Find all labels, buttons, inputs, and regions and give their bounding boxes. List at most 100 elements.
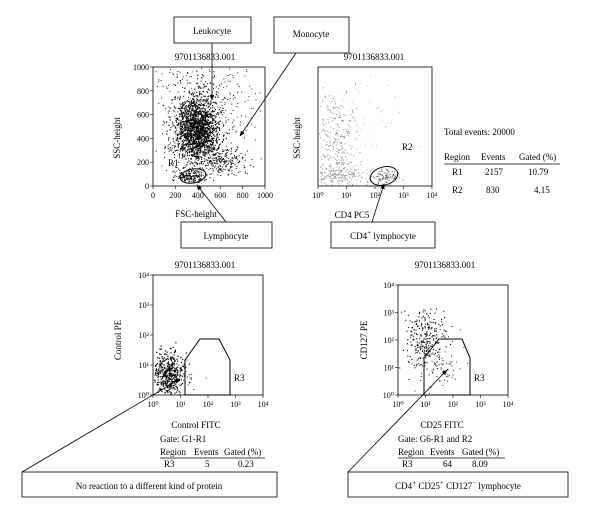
event-dot — [325, 123, 327, 125]
event-dot — [325, 148, 327, 150]
event-dot — [175, 386, 177, 388]
event-dot — [182, 143, 184, 145]
event-dot — [187, 179, 188, 181]
event-dot — [187, 139, 189, 142]
event-dot — [184, 167, 186, 169]
event-dot — [202, 99, 204, 101]
event-dot — [208, 109, 210, 110]
event-dot — [198, 138, 200, 140]
event-dot — [231, 170, 233, 172]
event-dot — [202, 107, 204, 109]
event-dot — [213, 127, 215, 129]
event-dot — [213, 129, 215, 131]
event-dot — [419, 320, 421, 322]
event-dot — [192, 163, 194, 165]
event-dot — [192, 118, 194, 120]
event-dot — [196, 105, 198, 107]
event-dot — [177, 125, 179, 127]
event-dot — [156, 373, 158, 375]
event-dot — [192, 126, 194, 128]
event-dot — [212, 115, 214, 117]
event-dot — [197, 138, 199, 141]
event-dot — [180, 368, 182, 370]
event-dot — [205, 81, 207, 83]
event-dot — [209, 114, 212, 116]
event-dot — [218, 168, 220, 170]
event-dot — [180, 127, 182, 129]
event-dot — [192, 149, 194, 151]
event-dot — [193, 120, 195, 122]
event-dot — [167, 386, 169, 388]
event-dot — [436, 308, 438, 310]
event-dot — [220, 165, 221, 167]
event-dot — [225, 121, 227, 123]
event-dot — [436, 341, 438, 343]
event-dot — [408, 361, 410, 363]
event-dot — [182, 102, 184, 104]
event-dot — [172, 363, 174, 365]
event-dot — [164, 366, 166, 368]
event-dot — [335, 170, 337, 172]
event-dot — [195, 145, 197, 147]
event-dot — [222, 138, 225, 140]
event-dot — [190, 175, 192, 177]
event-dot — [183, 130, 185, 132]
event-dot — [175, 166, 176, 168]
event-dot — [200, 128, 202, 130]
event-dot — [343, 159, 344, 161]
event-dot — [330, 164, 332, 166]
event-dot — [188, 125, 190, 127]
panel-a-ylabel: SSC-height — [112, 117, 122, 159]
event-dot — [217, 158, 219, 160]
event-dot — [173, 360, 176, 363]
event-dot — [203, 180, 205, 182]
event-dot — [354, 169, 356, 171]
event-dot — [217, 171, 219, 173]
event-dot — [337, 110, 338, 112]
event-dot — [166, 367, 168, 369]
event-dot — [181, 130, 183, 133]
event-dot — [181, 107, 183, 109]
panel-d-gate-label: R3 — [474, 373, 485, 383]
event-dot — [179, 392, 181, 394]
event-dot — [340, 157, 342, 159]
event-dot — [438, 342, 440, 344]
event-dot — [189, 139, 191, 141]
event-dot — [193, 172, 195, 174]
event-dot — [167, 368, 170, 371]
event-dot — [213, 162, 215, 164]
event-dot — [211, 173, 213, 175]
event-dot — [212, 120, 213, 122]
event-dot — [414, 321, 416, 323]
event-dot — [210, 121, 212, 123]
event-dot — [195, 101, 197, 103]
event-dot — [245, 129, 247, 131]
event-dot — [348, 173, 350, 175]
event-dot — [195, 137, 197, 140]
event-dot — [202, 129, 204, 131]
event-dot — [188, 96, 189, 98]
event-dot — [196, 123, 198, 125]
event-dot — [181, 131, 183, 133]
event-dot — [197, 135, 199, 137]
event-dot — [190, 114, 192, 116]
event-dot — [170, 356, 172, 358]
event-dot — [420, 363, 422, 365]
event-dot — [219, 117, 221, 119]
event-dot — [369, 178, 371, 180]
event-dot — [206, 120, 208, 122]
event-dot — [191, 94, 193, 96]
event-dot — [435, 352, 437, 354]
event-dot — [346, 175, 348, 177]
event-dot — [192, 108, 194, 110]
event-dot — [413, 364, 415, 366]
event-dot — [185, 110, 187, 112]
event-dot — [244, 154, 246, 156]
event-dot — [236, 91, 238, 93]
panel-a: 9701136833.001 0 200 400 600 800 1000 0200400… — [112, 52, 273, 219]
event-dot — [174, 147, 175, 149]
event-dot — [201, 118, 203, 120]
event-dot — [177, 71, 179, 72]
